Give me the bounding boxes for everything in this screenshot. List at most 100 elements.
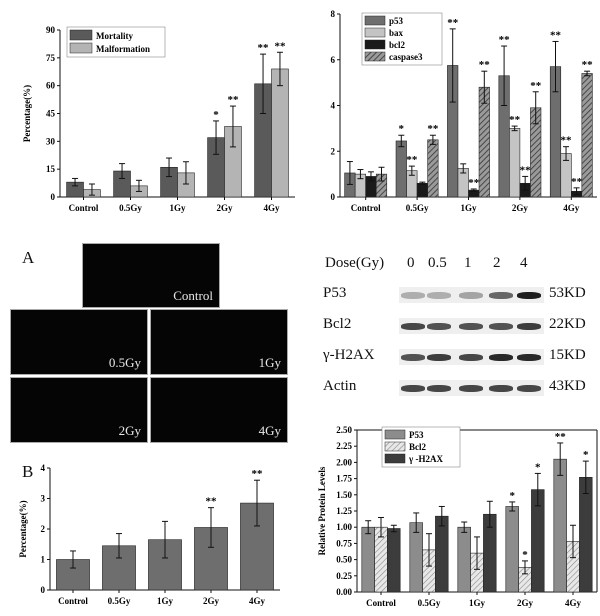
significance-mark: ** (252, 468, 264, 480)
blot-band (517, 354, 541, 361)
legend-label: Bcl2 (409, 442, 426, 452)
blot-kd-1: 22KD (549, 316, 586, 332)
dose-0: 0 (407, 255, 415, 271)
panel-b-letter: B (22, 462, 34, 481)
blot-band (489, 292, 513, 299)
blot-label-2: γ-H2AX (323, 347, 375, 363)
blot-band (489, 385, 513, 392)
x-tick-label-4gy: 4Gy (263, 203, 280, 213)
blot-band (401, 385, 425, 392)
x-tick-label-1gy: 1Gy (460, 203, 477, 213)
x-tick-label-control: Control (58, 596, 88, 606)
fluor-image-0-5gy: 0.5Gy (10, 309, 148, 375)
western-blot-panel: Dose(Gy) 0 0.5 1 2 4 P53 53KD Bcl2 22KD γ-H2… (315, 245, 600, 405)
bar-bax (509, 128, 521, 198)
bar-bcl2 (416, 182, 428, 198)
bar-malformation (271, 68, 289, 198)
x-tick-label-2gy: 2Gy (203, 596, 220, 606)
fluor-image-4gy: 4Gy (150, 377, 288, 443)
bar-h2ax (579, 477, 593, 593)
y-axis-label: Percentage(%) (18, 500, 28, 557)
legend-label: p53 (389, 16, 404, 26)
blot-band (517, 323, 541, 330)
x-tick-label-0-5gy: 0.5Gy (119, 203, 142, 213)
legend-label: Malformation (96, 44, 150, 54)
significance-mark: ** (561, 135, 573, 147)
significance-mark: ** (274, 40, 286, 52)
legend-swatch (384, 441, 406, 452)
blot-band (459, 354, 483, 361)
significance-mark: * (583, 449, 589, 461)
significance-mark: * (522, 549, 528, 561)
bar-p53 (409, 522, 423, 593)
blot-band (459, 292, 483, 299)
x-tick-label-0-5gy: 0.5Gy (406, 203, 429, 213)
blot-band (459, 323, 483, 330)
dose-4: 4 (520, 255, 528, 271)
legend-swatch (364, 39, 386, 50)
y-tick-label: 45 (46, 109, 56, 119)
fluor-label-0-5gy: 0.5Gy (108, 355, 141, 370)
significance-mark: ** (447, 17, 459, 29)
legend-label: caspase3 (389, 52, 423, 62)
dose-label: Dose(Gy) (325, 255, 385, 271)
y-tick-label: 0.25 (336, 571, 352, 581)
y-tick-label: 75 (46, 53, 56, 63)
y-tick-label: 0 (51, 192, 56, 202)
blot-band (517, 292, 541, 299)
blot-kd-3: 43KD (549, 378, 586, 394)
x-tick-label-control: Control (351, 203, 381, 213)
y-tick-label: 1 (41, 555, 46, 565)
x-tick-label-2gy: 2Gy (216, 203, 233, 213)
fluor-label-1gy: 1Gy (258, 355, 281, 370)
significance-mark: ** (258, 42, 270, 54)
bar-p53 (361, 526, 375, 593)
significance-mark: ** (571, 176, 583, 188)
y-tick-label: 0 (41, 585, 46, 595)
bar-p53 (505, 506, 519, 593)
y-tick-label: 8 (331, 9, 336, 19)
legend-swatch (69, 29, 93, 41)
bar-caspase3 (581, 73, 593, 198)
y-tick-label: 1.75 (336, 474, 352, 484)
y-tick-label: 1.50 (336, 490, 352, 500)
significance-mark: ** (479, 59, 491, 71)
y-tick-label: 6 (331, 55, 336, 65)
significance-mark: ** (555, 431, 567, 443)
fluor-image-2gy: 2Gy (10, 377, 148, 443)
y-tick-label: 2.25 (336, 441, 352, 451)
dose-2: 2 (493, 255, 501, 271)
significance-mark: ** (406, 154, 418, 166)
blot-band (489, 323, 513, 330)
legend-swatch (364, 27, 386, 38)
blot-band (401, 292, 425, 299)
fluor-label-2gy: 2Gy (118, 423, 141, 438)
legend-swatch (69, 42, 93, 54)
x-tick-label-control: Control (69, 203, 99, 213)
mortality-chart: 0 15 30 45 60 75 90 Control 0.5Gy 1Gy 2Gy 4Gy Percen… (22, 25, 295, 213)
panel-a-letter: A (22, 248, 35, 267)
blot-band (459, 385, 483, 392)
x-tick-label-0-5gy: 0.5Gy (108, 596, 131, 606)
x-tick-label-4gy: 4Gy (563, 203, 580, 213)
fluorescence-chart: 0 1 2 3 4 Control 0.5Gy 1Gy 2Gy 4Gy Percentage(%) *… (18, 463, 280, 606)
y-tick-label: 15 (46, 164, 56, 174)
legend-label: bax (389, 28, 404, 38)
legend-swatch (364, 51, 386, 62)
legend-label: P53 (409, 430, 424, 440)
x-tick-label-1gy: 1Gy (157, 596, 174, 606)
blot-label-1: Bcl2 (323, 316, 352, 332)
y-tick-label: 2.50 (336, 425, 352, 435)
x-tick-label-1gy: 1Gy (169, 203, 186, 213)
y-tick-label: 4 (41, 463, 46, 473)
y-tick-label: 4 (331, 101, 336, 111)
blot-label-3: Actin (323, 378, 357, 394)
blot-band (427, 354, 451, 361)
x-tick-label-2gy: 2Gy (517, 598, 534, 608)
significance-mark: ** (550, 29, 562, 41)
legend-label: bcl2 (389, 40, 406, 50)
blot-band (427, 292, 451, 299)
fluorescence-chart-panel: 0 1 2 3 4 Control 0.5Gy 1Gy 2Gy 4Gy Percentage(%) *… (10, 450, 300, 616)
dose-1: 1 (464, 255, 472, 271)
